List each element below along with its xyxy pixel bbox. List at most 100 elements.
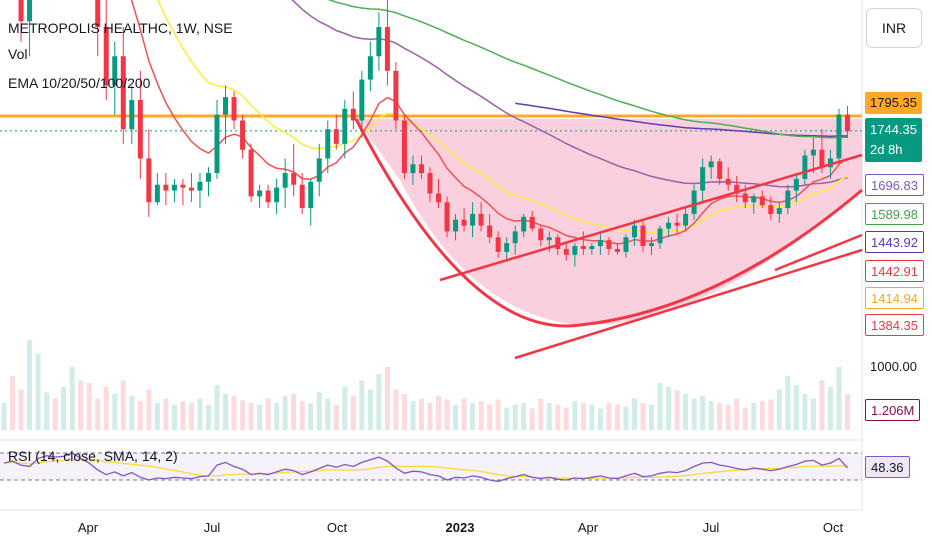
time-axis-label: Jul [203, 520, 221, 535]
candle-body [95, 0, 101, 28]
candle-body [666, 222, 672, 229]
volume-bar [342, 386, 348, 430]
candle-body [223, 97, 229, 115]
volume-bar [436, 395, 442, 430]
volume-bar [333, 404, 339, 430]
candle-body [325, 129, 331, 159]
candle-body [163, 184, 169, 191]
time-axis-label: Apr [577, 520, 599, 535]
candle-body [734, 184, 740, 194]
candle-body [623, 237, 629, 252]
volume-bar [1, 403, 7, 430]
volume-bar [171, 404, 177, 430]
candle-body [538, 228, 544, 241]
ema-indicator-label[interactable]: EMA 10/20/50/100/200 [8, 75, 151, 91]
volume-bar [223, 394, 229, 430]
volume-bar [325, 398, 331, 430]
volume-bar [401, 394, 407, 430]
price-tag: 1442.91 [865, 260, 924, 282]
volume-bar [282, 395, 288, 430]
currency-button[interactable]: INR [866, 8, 922, 48]
price-tag: 1696.83 [865, 174, 924, 196]
candle-body [793, 178, 799, 191]
candle-body [708, 161, 714, 168]
candle-body [836, 114, 842, 159]
candle-body [461, 219, 467, 226]
volume-bar [751, 403, 757, 430]
volume-bar [495, 399, 501, 430]
time-axis-label: Oct [326, 520, 348, 535]
candle-body [316, 158, 322, 182]
candle-body [231, 97, 237, 121]
candle-body [342, 108, 348, 144]
volume-bar [10, 376, 16, 430]
candle-body [827, 158, 833, 168]
volume-bar [214, 385, 220, 430]
volume-bar [86, 383, 92, 430]
candle-body [487, 225, 493, 238]
candle-body [274, 187, 280, 203]
candle-body [785, 190, 791, 209]
candle-body [197, 181, 203, 191]
volume-bar [563, 407, 569, 430]
volume-bar [589, 404, 595, 430]
volume-indicator-label[interactable]: Vol [8, 46, 28, 62]
volume-bar [631, 398, 637, 430]
candle-body [700, 167, 706, 191]
candle-body [725, 178, 731, 185]
volume-bar [546, 403, 552, 430]
volume-bar [734, 398, 740, 430]
candle-body [410, 164, 416, 174]
symbol-title[interactable]: METROPOLIS HEALTHC, 1W, NSE [8, 20, 233, 36]
candle-body [103, 27, 109, 86]
price-tag: 1414.94 [865, 287, 924, 309]
candle-body [248, 149, 254, 197]
volume-bar [640, 403, 646, 430]
candle-body [640, 225, 646, 247]
volume-bar [725, 404, 731, 430]
candle-body [359, 79, 365, 121]
volume-bar [623, 406, 629, 430]
candle-body [802, 155, 808, 179]
candle-body [589, 246, 595, 249]
volume-bar [240, 400, 246, 430]
candle-body [742, 193, 748, 203]
candle-body [691, 190, 697, 214]
price-tag: 1589.98 [865, 203, 924, 225]
volume-bar [103, 386, 109, 430]
volume-bar [657, 383, 663, 430]
volume-bar [453, 404, 459, 430]
volume-bar [512, 404, 518, 430]
volume-bar [538, 398, 544, 430]
volume-bar [521, 403, 527, 430]
volume-bar [95, 398, 101, 430]
volume-bar [154, 403, 160, 430]
price-tag: 1000.00 [870, 359, 917, 374]
candle-body [240, 120, 246, 150]
candle-body [427, 173, 433, 194]
volume-bar [35, 353, 41, 430]
candle-body [350, 108, 356, 121]
price-tag: 1443.92 [865, 231, 924, 253]
rsi-indicator-label[interactable]: RSI (14, close, SMA, 14, 2) [8, 448, 178, 464]
pattern-fill-area [356, 119, 862, 326]
candle-body [282, 173, 288, 188]
volume-bar [44, 392, 50, 430]
volume-bar [291, 394, 297, 430]
candle-body [299, 184, 305, 209]
volume-bar [376, 374, 382, 430]
ema-100-line [327, 0, 848, 139]
volume-bar [257, 404, 263, 430]
candle-body [546, 237, 552, 241]
volume-bar [137, 401, 143, 430]
time-axis-label: Jul [702, 520, 720, 535]
candle-body [683, 213, 689, 226]
volume-bar [742, 407, 748, 430]
volume-bar [52, 398, 58, 430]
volume-bar [197, 398, 203, 430]
volume-bar [470, 403, 476, 430]
candle-body [18, 0, 24, 22]
candle-body [393, 70, 399, 121]
candle-body [146, 158, 152, 203]
